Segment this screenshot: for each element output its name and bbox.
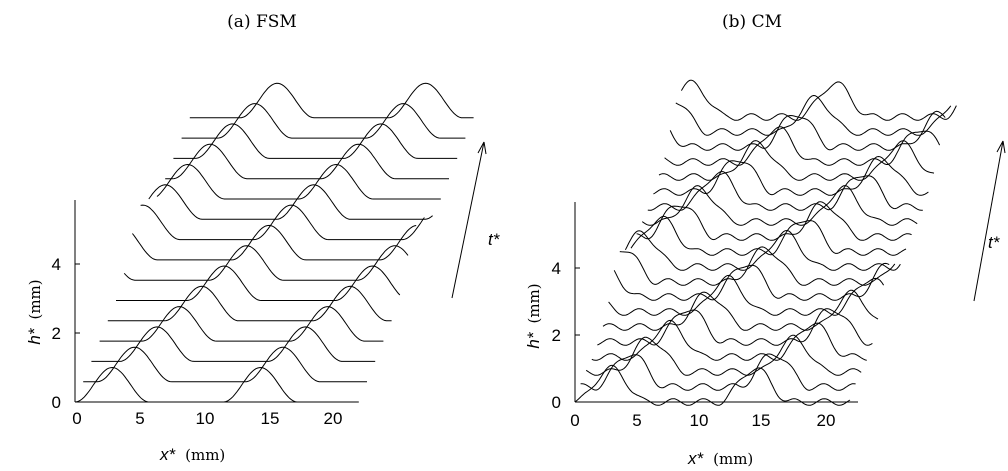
panel-b-trace-13 [647, 170, 923, 211]
panel-b: (b) CM 4 2 0 0 5 10 15 20 x* (mm) h* (mm… [524, 12, 1006, 468]
panel-b-time-arrowhead [996, 140, 1006, 154]
panel-a-traces [74, 82, 474, 403]
panel-b-y-tick-2: 2 [552, 326, 561, 345]
panel-b-trace-12 [641, 185, 918, 226]
panel-b-trace-10 [630, 215, 907, 256]
panel-a-trace-14 [189, 82, 474, 119]
panel-a-trace-11 [165, 143, 449, 180]
panel-a-y-tick-2: 2 [52, 324, 61, 343]
panel-b-title: (b) CM [722, 12, 782, 32]
panel-a-time-label: t* [488, 230, 501, 249]
panel-a-y-label: h* (mm) [25, 279, 44, 344]
panel-b-trace-7 [613, 262, 890, 301]
panel-b-trace-4 [597, 308, 873, 346]
panel-b-trace-18 [675, 94, 952, 136]
panel-b-trace-9 [624, 229, 901, 271]
panel-b-traces [574, 79, 957, 406]
panel-b-x-tick-0: 0 [570, 411, 579, 430]
panel-a-y-tick-4: 4 [52, 255, 61, 274]
panel-a-trace-4 [107, 285, 392, 322]
panel-b-trace-19 [680, 79, 957, 121]
panel-a-trace-13 [181, 103, 466, 139]
panel-a-x-tick-5: 5 [135, 409, 144, 428]
panel-b-trace-17 [669, 110, 946, 151]
panel-b-time-label: t* [988, 233, 1001, 252]
panel-a-x-tick-20: 20 [324, 409, 343, 428]
panel-b-trace-1 [580, 353, 856, 391]
panel-a: (a) FSM 4 2 0 0 5 10 15 20 x* (mm) h* (m… [25, 12, 501, 464]
panel-b-x-label: x* (mm) [687, 449, 753, 468]
panel-a-trace-3 [99, 306, 384, 342]
panel-b-trace-2 [585, 334, 862, 376]
panel-a-title: (a) FSM [227, 12, 297, 32]
panel-a-x-tick-0: 0 [72, 409, 81, 428]
panel-a-trace-6 [123, 245, 409, 281]
panel-b-trace-0 [574, 364, 851, 406]
panel-a-trace-8 [140, 204, 425, 241]
panel-a-x-label: x* (mm) [159, 445, 225, 464]
panel-b-time-arrow [973, 140, 1004, 302]
panel-a-trace-7 [132, 224, 417, 261]
panel-b-y-tick-0: 0 [552, 393, 561, 412]
panel-b-trace-11 [636, 201, 912, 241]
panel-b-trace-15 [658, 140, 935, 181]
panel-b-trace-16 [664, 126, 941, 166]
panel-a-time-arrow [451, 141, 485, 299]
panel-b-trace-14 [653, 155, 929, 196]
panel-a-x-tick-10: 10 [196, 409, 215, 428]
panel-b-trace-3 [591, 319, 867, 361]
panel-a-x-tick-15: 15 [261, 409, 280, 428]
panel-b-x-tick-5: 5 [632, 411, 641, 430]
panel-a-trace-0 [74, 366, 359, 403]
panel-a-trace-9 [148, 184, 433, 220]
panel-a-trace-1 [83, 346, 367, 383]
panel-b-x-tick-10: 10 [690, 411, 709, 430]
panel-a-trace-2 [91, 326, 376, 362]
panel-a-y-tick-0: 0 [52, 393, 61, 412]
panel-b-y-tick-4: 4 [552, 259, 561, 278]
panel-b-trace-6 [608, 274, 885, 316]
panel-a-time-arrowhead [477, 141, 487, 155]
panel-b-x-tick-15: 15 [752, 411, 771, 430]
panel-b-y-label: h* (mm) [524, 283, 543, 348]
panel-b-x-tick-20: 20 [817, 411, 836, 430]
panel-a-trace-5 [116, 265, 401, 301]
panel-a-trace-10 [156, 163, 441, 200]
panel-a-trace-12 [173, 123, 458, 159]
panel-b-trace-8 [619, 246, 896, 286]
